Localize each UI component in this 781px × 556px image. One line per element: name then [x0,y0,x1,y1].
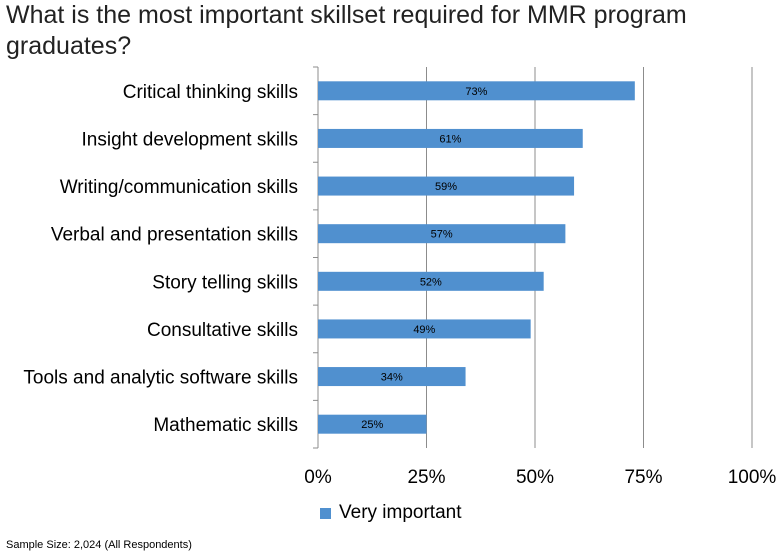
x-tick-label: 0% [304,467,332,488]
category-label: Mathematic skills [153,415,298,436]
x-tick-label: 75% [624,467,662,488]
data-label: 59% [435,181,457,193]
legend: Very important [320,502,462,524]
bar [318,367,466,387]
data-label: 25% [361,419,383,431]
category-label: Tools and analytic software skills [23,368,298,389]
category-label: Verbal and presentation skills [51,225,298,246]
bar [318,319,531,339]
x-tick-label: 25% [407,467,445,488]
category-label: Insight development skills [82,129,299,150]
category-label: Critical thinking skills [123,82,298,103]
legend-swatch [320,507,331,519]
category-label: Writing/communication skills [60,177,298,198]
data-label: 49% [413,324,435,336]
x-tick-label: 50% [516,467,554,488]
data-label: 61% [439,133,461,145]
footnote: Sample Size: 2,024 (All Respondents) [6,539,192,551]
bar [318,414,427,434]
data-label: 73% [465,86,487,98]
data-label: 57% [431,229,453,241]
bar [318,224,566,244]
bar [318,81,635,101]
bar [318,128,583,148]
bar [318,176,575,196]
legend-label: Very important [339,502,462,523]
category-label: Consultative skills [147,320,298,341]
category-label: Story telling skills [152,272,298,293]
data-label: 52% [420,276,442,288]
chart-title: What is the most important skillset requ… [6,1,687,60]
bar [318,271,544,291]
data-label: 34% [381,372,403,384]
x-tick-label: 100% [728,467,777,488]
